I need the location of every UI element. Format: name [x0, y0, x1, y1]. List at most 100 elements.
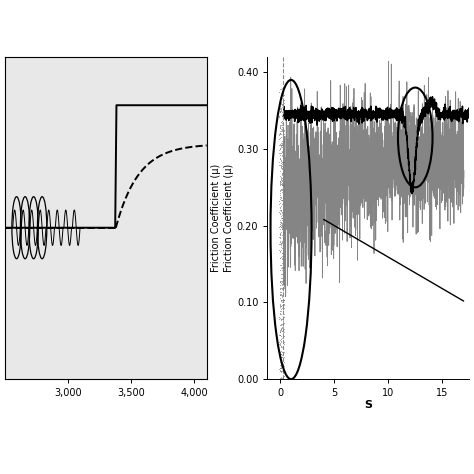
Point	[279, 276, 287, 284]
Point	[280, 354, 287, 361]
Point	[280, 296, 288, 303]
Point	[275, 158, 283, 165]
Point	[278, 240, 285, 248]
Point	[275, 240, 283, 247]
Point	[276, 367, 284, 375]
Point	[279, 361, 287, 369]
Point	[279, 369, 287, 377]
Point	[279, 88, 287, 96]
Point	[278, 174, 286, 182]
Point	[276, 308, 284, 315]
Point	[276, 321, 283, 329]
Point	[279, 104, 287, 111]
Point	[280, 296, 288, 303]
Point	[277, 217, 284, 224]
Point	[280, 271, 287, 278]
Point	[275, 114, 283, 121]
Point	[276, 108, 283, 115]
Point	[279, 224, 287, 231]
Point	[277, 206, 285, 214]
Point	[280, 362, 288, 369]
Point	[280, 268, 288, 275]
Point	[279, 102, 287, 110]
Point	[278, 214, 286, 221]
Point	[278, 351, 286, 359]
Point	[276, 123, 284, 130]
Point	[278, 126, 286, 134]
Point	[280, 319, 287, 327]
Point	[277, 108, 284, 115]
Point	[276, 277, 283, 285]
Point	[278, 259, 286, 266]
Point	[279, 226, 286, 233]
Point	[279, 249, 286, 256]
Point	[277, 222, 285, 229]
Point	[275, 246, 283, 254]
Point	[280, 221, 288, 229]
Point	[277, 241, 285, 248]
Point	[278, 301, 286, 309]
Point	[275, 100, 283, 108]
Point	[279, 256, 287, 264]
Point	[276, 374, 283, 382]
Point	[278, 200, 286, 208]
Point	[278, 176, 285, 184]
Point	[277, 91, 284, 99]
Point	[278, 108, 285, 115]
Point	[277, 326, 284, 333]
Point	[277, 291, 285, 299]
Point	[280, 304, 288, 312]
Point	[277, 342, 285, 350]
Point	[276, 181, 284, 188]
Point	[279, 89, 287, 97]
Point	[276, 361, 283, 369]
Point	[280, 228, 287, 236]
Point	[277, 181, 285, 188]
Point	[279, 331, 287, 339]
Point	[276, 93, 283, 101]
Point	[277, 310, 285, 318]
Point	[278, 344, 285, 351]
Point	[279, 113, 287, 120]
Point	[278, 142, 285, 149]
Point	[280, 309, 287, 317]
Point	[280, 160, 287, 168]
Point	[279, 368, 287, 375]
Point	[279, 177, 286, 184]
Point	[276, 328, 284, 335]
Point	[280, 141, 287, 149]
Point	[278, 281, 285, 288]
Point	[279, 270, 286, 278]
Point	[277, 344, 284, 351]
Point	[279, 266, 286, 273]
Point	[277, 164, 285, 172]
Point	[277, 206, 284, 214]
Point	[276, 348, 284, 356]
Point	[279, 169, 286, 177]
Point	[279, 150, 286, 157]
Point	[280, 210, 288, 218]
Point	[276, 241, 283, 248]
Point	[280, 199, 288, 206]
Point	[279, 140, 286, 147]
Point	[277, 336, 284, 343]
Point	[280, 372, 288, 380]
Point	[279, 186, 287, 194]
Point	[280, 310, 288, 318]
Point	[279, 158, 286, 165]
Point	[277, 125, 285, 133]
Point	[280, 280, 288, 288]
Point	[279, 195, 287, 202]
Point	[280, 126, 288, 134]
Point	[278, 244, 286, 252]
Point	[278, 296, 286, 303]
Point	[280, 325, 288, 332]
Point	[278, 103, 285, 111]
Point	[279, 215, 286, 223]
Point	[277, 141, 284, 149]
Point	[277, 139, 285, 147]
Point	[277, 305, 284, 313]
Point	[278, 147, 286, 155]
Point	[277, 186, 284, 193]
Point	[276, 167, 284, 175]
